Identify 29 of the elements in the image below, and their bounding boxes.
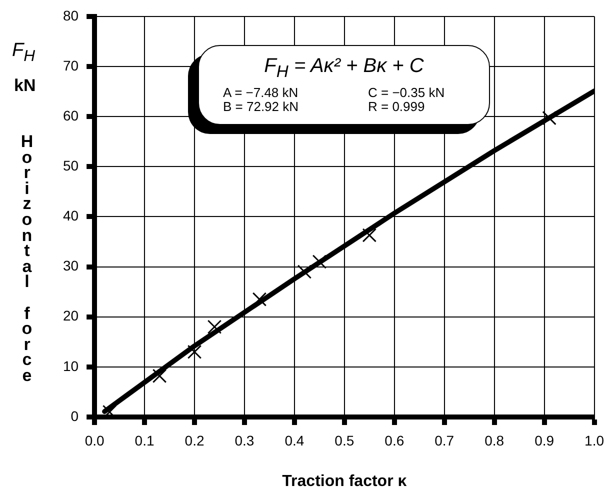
y-tick-label: 0 (70, 408, 79, 424)
y-tick-label: 70 (62, 57, 79, 74)
y-tick-label: 40 (62, 208, 79, 224)
x-tick-label: 0.7 (434, 432, 454, 448)
y-tick-label: 10 (62, 358, 79, 374)
y-tick-label: 50 (62, 157, 79, 174)
x-axis-title: Traction factor κ (282, 472, 407, 490)
y-tick-label: 20 (62, 308, 79, 324)
x-tick-label: 0.8 (484, 432, 504, 448)
y-tick-label: 30 (62, 258, 79, 274)
annotation: F$_{H}$ = Aκ² + Bκ + C (263, 55, 425, 82)
text: kN (14, 76, 36, 96)
x-tick-label: 0.6 (384, 432, 404, 448)
y-tick-label: 80 (62, 7, 79, 24)
x-tick-label: 0.3 (234, 432, 254, 448)
x-tick-label: 0.9 (534, 432, 554, 448)
text: Horizontal force (20, 132, 34, 385)
annotation: A = −7.48 kN (223, 85, 300, 100)
annotation: C = −0.35 kN (368, 85, 446, 100)
x-tick-label: 1.0 (584, 432, 604, 448)
y-tick-label: 60 (62, 107, 79, 124)
x-tick-label: 0.4 (284, 432, 304, 448)
x-tick-label: 0.1 (134, 432, 154, 448)
x-tick-label: 0.0 (84, 432, 105, 448)
annotation: R = 0.999 (368, 99, 426, 114)
annotation: B = 72.92 kN (223, 99, 300, 114)
x-tick-label: 0.5 (334, 432, 354, 448)
x-tick-label: 0.2 (184, 432, 204, 448)
text: F$_{H}$ (12, 40, 36, 66)
